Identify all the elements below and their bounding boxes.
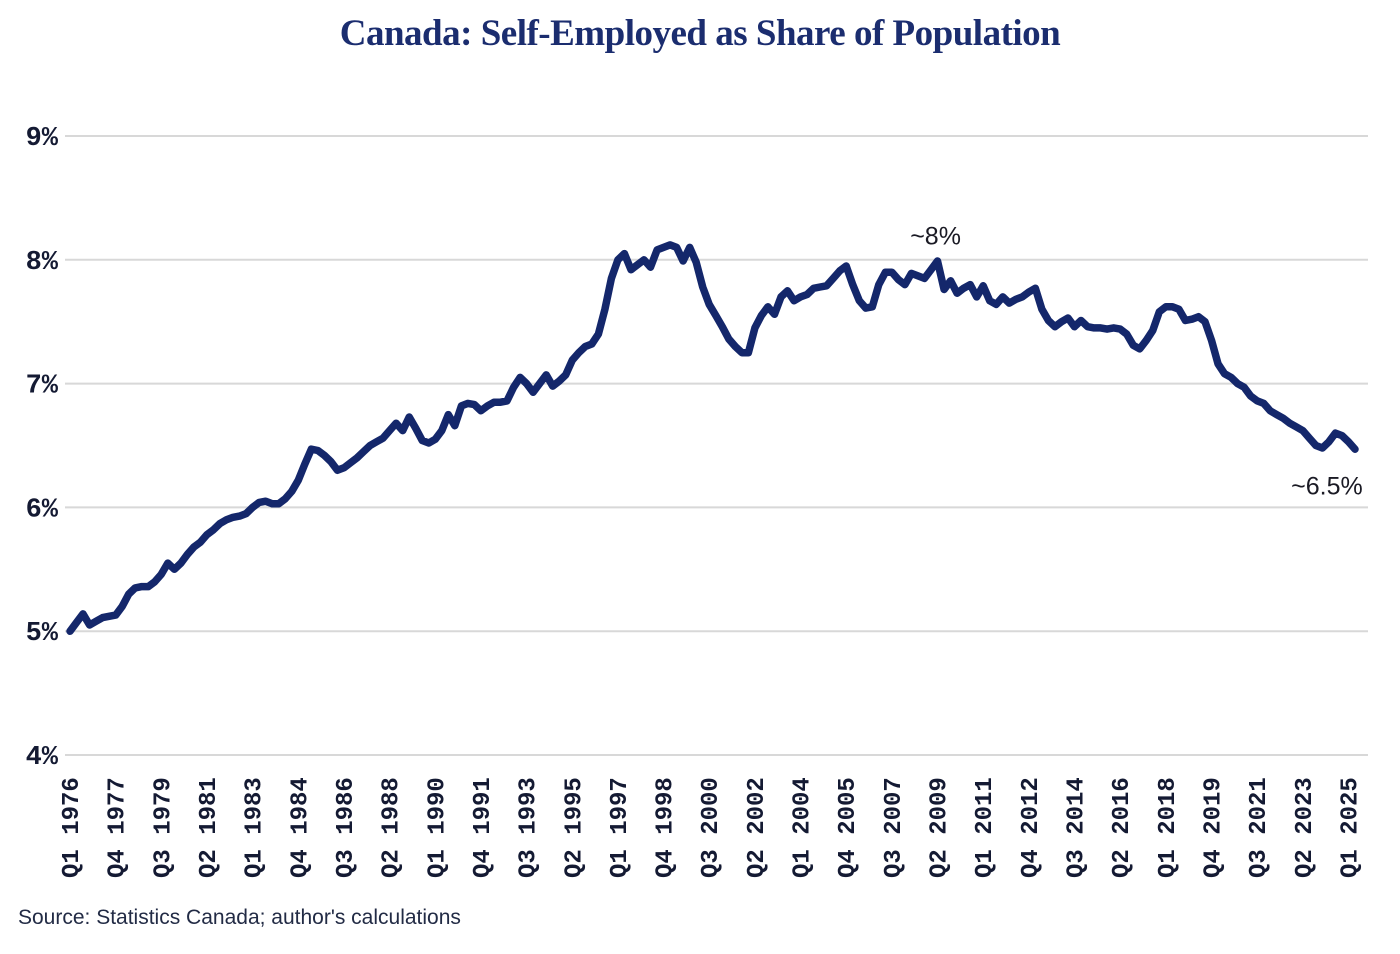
x-axis-tick-label: Q3 1986	[333, 777, 360, 878]
x-axis-tick-label: Q2 2002	[744, 777, 771, 878]
x-axis-tick-label: Q3 2007	[881, 777, 908, 878]
x-axis-tick-label: Q3 1979	[150, 777, 177, 878]
y-axis-tick-label: 5%	[26, 619, 59, 649]
x-axis-tick-label: Q3 2021	[1246, 777, 1273, 878]
x-axis-tick-label: Q4 1984	[287, 777, 314, 878]
x-axis-tick-label: Q1 1990	[424, 777, 451, 878]
x-axis-tick-label: Q3 2014	[1064, 777, 1091, 878]
annotation-label: ~8%	[910, 222, 961, 250]
x-axis-tick-label: Q1 1983	[242, 777, 269, 878]
x-axis-tick-label: Q4 1977	[105, 777, 132, 878]
x-axis-tick-label: Q2 2023	[1292, 777, 1319, 878]
y-axis-tick-label: 6%	[26, 495, 59, 525]
x-axis-tick-label: Q4 2005	[835, 777, 862, 878]
x-axis-tick-label: Q1 2004	[790, 777, 817, 878]
x-axis-tick-label: Q2 2009	[927, 777, 954, 878]
x-axis-tick-label: Q3 2000	[698, 777, 725, 878]
x-axis-tick-label: Q4 2019	[1200, 777, 1227, 878]
source-note: Source: Statistics Canada; author's calc…	[18, 906, 461, 929]
x-axis-tick-label: Q1 1976	[59, 777, 86, 878]
y-axis-tick-label: 9%	[26, 124, 59, 154]
chart-title: Canada: Self-Employed as Share of Popula…	[339, 13, 1061, 54]
y-axis-tick-label: 8%	[26, 248, 59, 278]
y-axis-tick-label: 7%	[26, 372, 59, 402]
series-line	[66, 241, 1359, 635]
x-axis-tick-label: Q2 1981	[196, 777, 223, 878]
x-axis-tick-label: Q4 2012	[1018, 777, 1045, 878]
x-axis-tick-label: Q2 1988	[379, 777, 406, 878]
x-axis-tick-label: Q2 2016	[1109, 777, 1136, 878]
x-axis-tick-label: Q2 1995	[561, 777, 588, 878]
x-axis-tick-label: Q1 2018	[1155, 777, 1182, 878]
annotation-label: ~6.5%	[1291, 472, 1363, 500]
x-axis-tick-label: Q1 1997	[607, 777, 634, 878]
x-axis-tick-label: Q4 1998	[653, 777, 680, 878]
y-axis-tick-label: 4%	[26, 743, 59, 773]
x-axis-tick-label: Q1 2025	[1337, 777, 1364, 878]
x-axis-tick-label: Q1 2011	[972, 777, 999, 878]
x-axis-tick-label: Q3 1993	[516, 777, 543, 878]
x-axis-tick-label: Q4 1991	[470, 777, 497, 878]
